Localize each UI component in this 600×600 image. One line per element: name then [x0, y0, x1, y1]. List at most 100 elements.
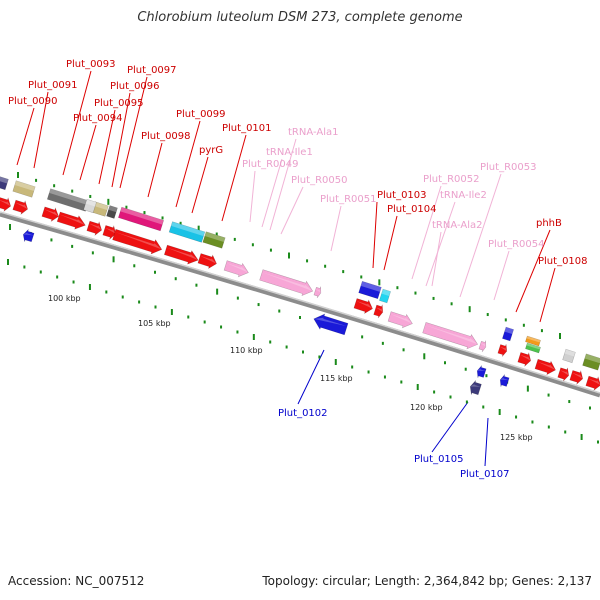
gene-label-plut-0105[interactable]: Plut_0105 [414, 454, 464, 465]
upper-track-tick [179, 221, 182, 225]
lower-track-tick [589, 406, 591, 410]
upper-track-tick [540, 329, 543, 333]
ruler-tick [597, 440, 599, 444]
ruler-tick [383, 375, 386, 379]
feature-block-tan-2[interactable] [91, 201, 109, 217]
rna-label-plut-r0050[interactable]: Plut_R0050 [291, 175, 347, 186]
gene-label-plut-0102[interactable]: Plut_0102 [278, 408, 328, 419]
rna-label-plut-r0053[interactable]: Plut_R0053 [480, 162, 536, 173]
gene-label-plut-0096[interactable]: Plut_0096 [110, 81, 160, 92]
gene-label-plut-0094[interactable]: Plut_0094 [73, 113, 123, 124]
rna-arrow-4[interactable] [387, 310, 414, 331]
rev-gene-arrow-3[interactable] [468, 379, 482, 396]
gene-arrow-8[interactable] [163, 243, 201, 267]
rev-gene-arrow-4[interactable] [475, 365, 487, 380]
ruler-tick [154, 305, 157, 309]
gene-arrow-4[interactable] [56, 210, 88, 232]
rev-gene-arrow-1[interactable] [21, 228, 35, 243]
rna-arrow-1[interactable] [223, 259, 250, 280]
gene-arrow-15[interactable] [557, 366, 571, 382]
gene-arrow-10[interactable] [353, 297, 374, 316]
feature-block-cyan[interactable] [168, 221, 206, 243]
ruler-tick [269, 340, 272, 344]
gene-arrow-13[interactable] [517, 351, 533, 368]
gene-label-plut-0107[interactable]: Plut_0107 [460, 469, 510, 480]
rna-arrow-6[interactable] [478, 339, 487, 353]
gene-label-plut-0090[interactable]: Plut_0090 [8, 96, 58, 107]
ruler-tick [170, 309, 173, 315]
ruler-tick [400, 380, 403, 384]
rna-label-trna-ala1[interactable]: tRNA-Ala1 [288, 127, 338, 138]
gene-arrow-12[interactable] [497, 343, 509, 358]
rna-label-trna-ile1[interactable]: tRNA-Ile1 [266, 147, 313, 158]
gene-label-plut-0095[interactable]: Plut_0095 [94, 98, 144, 109]
feature-block-green[interactable] [525, 342, 541, 354]
upper-track-tick [522, 323, 525, 327]
feature-block-olive[interactable] [202, 231, 226, 249]
rna-arrow-5[interactable] [422, 320, 480, 351]
gene-label-phhb[interactable]: phhB [536, 218, 562, 229]
upper-track-tick [432, 296, 435, 300]
rna-label-plut-r0051[interactable]: Plut_R0051 [320, 194, 376, 205]
feature-block-navy[interactable] [0, 175, 9, 191]
gene-label-plut-0098[interactable]: Plut_0098 [141, 131, 191, 142]
gene-label-plut-0104[interactable]: Plut_0104 [387, 204, 437, 215]
leader-line [269, 138, 297, 231]
rev-gene-arrow-2[interactable] [311, 311, 349, 336]
rna-arrow-3[interactable] [313, 285, 322, 299]
ruler-tick [7, 259, 9, 265]
gene-arrow-1[interactable] [0, 195, 13, 213]
gene-arrow-17[interactable] [585, 374, 600, 392]
lower-track-tick [526, 385, 529, 392]
gene-label-plut-0101[interactable]: Plut_0101 [222, 123, 272, 134]
gene-label-plut-0093[interactable]: Plut_0093 [66, 59, 116, 70]
feature-block-white-2[interactable] [562, 348, 576, 364]
gene-arrow-6[interactable] [102, 224, 118, 241]
upper-track-tick [288, 252, 290, 259]
rna-label-trna-ile2[interactable]: tRNA-Ile2 [440, 190, 487, 201]
feature-block-cyan-2[interactable] [379, 288, 391, 304]
feature-block-tan[interactable] [12, 180, 36, 198]
gene-arrow-9[interactable] [197, 252, 218, 271]
leader-line [383, 215, 398, 271]
feature-block-blue-2[interactable] [502, 326, 514, 342]
upper-track-tick [215, 232, 218, 236]
rev-gene-arrow-5[interactable] [498, 374, 510, 389]
feature-block-blue-1[interactable] [358, 280, 382, 300]
rna-label-plut-r0054[interactable]: Plut_R0054 [488, 239, 544, 250]
gene-label-plut-0108[interactable]: Plut_0108 [538, 256, 588, 267]
rna-label-plut-r0052[interactable]: Plut_R0052 [423, 174, 479, 185]
gene-arrow-16[interactable] [569, 369, 585, 386]
ruler-tick [334, 359, 337, 365]
gene-label-pyrg[interactable]: pyrG [199, 145, 223, 156]
ruler-tick [498, 409, 501, 415]
label-leader-lines [16, 70, 556, 467]
upper-track-tick [269, 248, 272, 252]
feature-block-magenta[interactable] [118, 206, 164, 232]
gene-arrow-14[interactable] [534, 357, 557, 376]
gene-label-plut-0103[interactable]: Plut_0103 [377, 190, 427, 201]
rna-label-trna-ala2[interactable]: tRNA-Ala2 [432, 220, 482, 231]
gene-label-plut-0097[interactable]: Plut_0097 [127, 65, 177, 76]
feature-block-white[interactable] [83, 198, 97, 214]
leader-line [493, 250, 510, 301]
gene-arrow-5[interactable] [86, 219, 104, 237]
gene-label-plut-0099[interactable]: Plut_0099 [176, 109, 226, 120]
lower-track-tick [485, 374, 488, 378]
feature-block-orange[interactable] [525, 335, 541, 347]
gene-arrow-3[interactable] [41, 205, 60, 223]
feature-block-gray-long[interactable] [46, 188, 90, 212]
lower-track-tick [50, 238, 53, 242]
feature-block-olive-2[interactable] [582, 353, 600, 371]
leader-line [33, 91, 49, 169]
gene-arrow-11[interactable] [373, 303, 385, 319]
gene-arrow-7[interactable] [112, 227, 164, 256]
rna-arrow-2[interactable] [259, 268, 315, 299]
upper-track-tick [450, 302, 453, 306]
lower-track-tick [423, 353, 426, 360]
rna-label-plut-r0049[interactable]: Plut_R0049 [242, 159, 298, 170]
feature-block-dark[interactable] [106, 205, 118, 219]
ruler-tick [203, 320, 206, 324]
gene-arrow-2[interactable] [12, 198, 30, 216]
gene-label-plut-0091[interactable]: Plut_0091 [28, 80, 78, 91]
